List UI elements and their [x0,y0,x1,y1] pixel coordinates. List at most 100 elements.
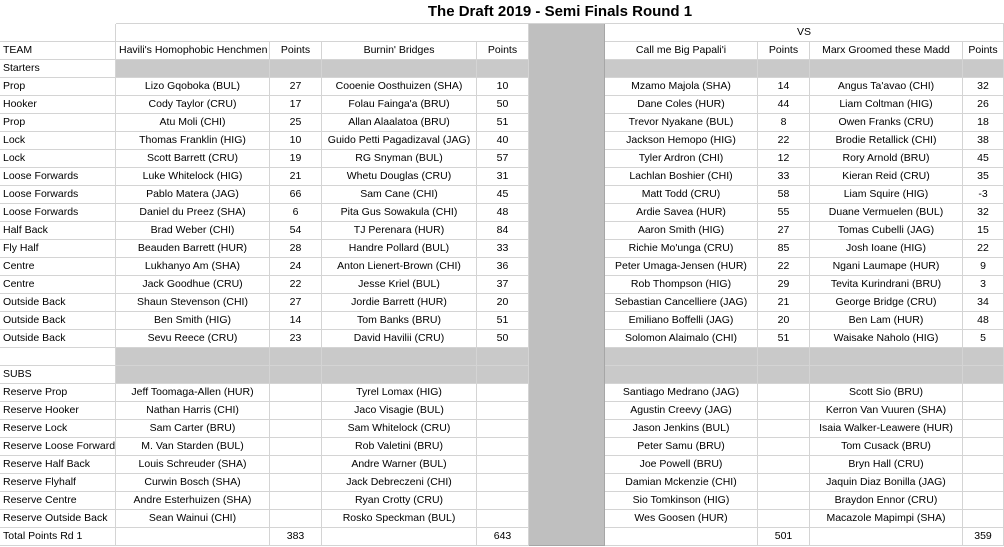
empty-cell [810,60,963,78]
player: Lukhanyo Am (SHA) [116,258,270,276]
team-name: Call me Big Papali'i [605,42,758,60]
player: Kieran Reid (CRU) [810,168,963,186]
points: 22 [963,240,1004,258]
player: Scott Sio (BRU) [810,384,963,402]
points: 10 [270,132,322,150]
separator-column [529,24,605,546]
position: Loose Forwards [0,204,116,222]
points: 45 [963,150,1004,168]
player: Jason Jenkins (BUL) [605,420,758,438]
player: Ardie Savea (HUR) [605,204,758,222]
empty-cell [605,348,758,366]
empty-cell [0,24,116,42]
player: Shaun Stevenson (CHI) [116,294,270,312]
player: Sio Tomkinson (HIG) [605,492,758,510]
points: 84 [477,222,529,240]
player: RG Snyman (BUL) [322,150,477,168]
points: 58 [758,186,810,204]
points: 85 [758,240,810,258]
position: Hooker [0,96,116,114]
player: Jaquin Diaz Bonilla (JAG) [810,474,963,492]
title: The Draft 2019 - Semi Finals Round 1 [116,0,1004,24]
player: Jack Goodhue (CRU) [116,276,270,294]
empty-cell [810,366,963,384]
player: Sebastian Cancelliere (JAG) [605,294,758,312]
points: 18 [963,114,1004,132]
empty-cell [758,492,810,510]
empty-cell [963,438,1004,456]
player: George Bridge (CRU) [810,294,963,312]
player: Sam Carter (BRU) [116,420,270,438]
empty-cell [0,348,116,366]
empty-cell [758,348,810,366]
points: 55 [758,204,810,222]
position: Reserve Outside Back [0,510,116,528]
empty-cell [116,60,270,78]
points: 12 [758,150,810,168]
points: 9 [963,258,1004,276]
points-header: Points [758,42,810,60]
empty-cell [605,60,758,78]
total-points: 643 [477,528,529,546]
player: Jaco Visagie (BUL) [322,402,477,420]
player: Waisake Naholo (HIG) [810,330,963,348]
position: Lock [0,132,116,150]
empty-cell [963,384,1004,402]
position: Half Back [0,222,116,240]
position: Loose Forwards [0,186,116,204]
empty-cell [477,384,529,402]
player: Duane Vermuelen (BUL) [810,204,963,222]
empty-cell [116,348,270,366]
player: Agustin Creevy (JAG) [605,402,758,420]
empty-cell [477,474,529,492]
player: Dane Coles (HUR) [605,96,758,114]
total-label: Total Points Rd 1 [0,528,116,546]
empty-cell [477,60,529,78]
team-header: TEAM [0,42,116,60]
points: 50 [477,96,529,114]
points: 45 [477,186,529,204]
player: Rory Arnold (BRU) [810,150,963,168]
team-name: Marx Groomed these Madd [810,42,963,60]
empty-cell [758,384,810,402]
empty-cell [270,510,322,528]
points: 21 [270,168,322,186]
points: 51 [758,330,810,348]
player: Tomas Cubelli (JAG) [810,222,963,240]
total-points: 501 [758,528,810,546]
empty-cell [270,456,322,474]
player: TJ Perenara (HUR) [322,222,477,240]
player: Jesse Kriel (BUL) [322,276,477,294]
empty-cell [270,348,322,366]
empty-cell [605,366,758,384]
empty-cell [963,510,1004,528]
empty-cell [270,474,322,492]
empty-cell [758,510,810,528]
points: 44 [758,96,810,114]
empty-cell [477,456,529,474]
player: Louis Schreuder (SHA) [116,456,270,474]
vs-label: VS [605,24,1004,42]
points: -3 [963,186,1004,204]
player: Pablo Matera (JAG) [116,186,270,204]
position: Centre [0,258,116,276]
player: Andre Warner (BUL) [322,456,477,474]
points: 25 [270,114,322,132]
points: 34 [963,294,1004,312]
player: Beauden Barrett (HUR) [116,240,270,258]
empty-cell [270,60,322,78]
points: 29 [758,276,810,294]
player: Liam Squire (HIG) [810,186,963,204]
total-points: 359 [963,528,1004,546]
position: Reserve Centre [0,492,116,510]
player: Lachlan Boshier (CHI) [605,168,758,186]
empty-cell [963,492,1004,510]
player: Wes Goosen (HUR) [605,510,758,528]
player: Thomas Franklin (HIG) [116,132,270,150]
points-header: Points [477,42,529,60]
empty-cell [477,420,529,438]
player: Jeff Toomaga-Allen (HUR) [116,384,270,402]
player: Lizo Gqoboka (BUL) [116,78,270,96]
points: 15 [963,222,1004,240]
empty-cell [758,402,810,420]
